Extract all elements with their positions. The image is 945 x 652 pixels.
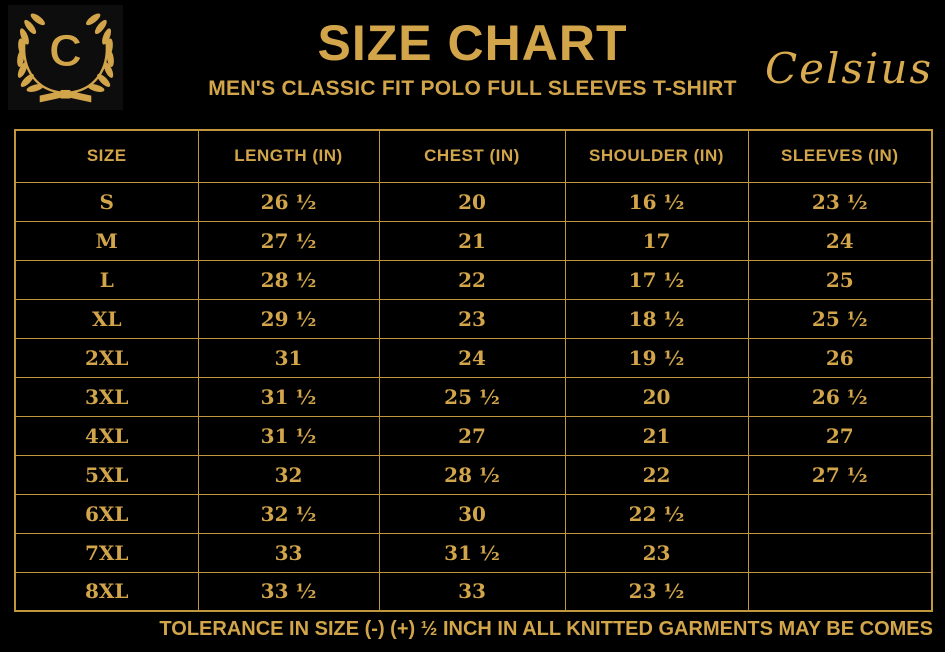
page-title: SIZE CHART — [317, 15, 628, 71]
table-row: L 28 ½ 22 17 ½ 25 — [14, 259, 933, 300]
measurement-cell: 26 ½ — [747, 376, 933, 417]
measurement-cell: 22 — [564, 454, 749, 495]
tolerance-note: TOLERANCE IN SIZE (-) (+) ½ INCH IN ALL … — [159, 618, 933, 640]
table-row: 6XL 32 ½ 30 22 ½ — [14, 493, 933, 534]
table-row: 5XL 32 28 ½ 22 27 ½ — [14, 454, 933, 495]
size-cell: 3XL — [14, 376, 199, 417]
size-cell: L — [14, 259, 199, 300]
column-header: SIZE — [14, 129, 199, 183]
measurement-cell: 27 ½ — [197, 220, 380, 261]
measurement-cell: 18 ½ — [564, 298, 749, 339]
measurement-cell: 17 ½ — [564, 259, 749, 300]
table-row: 7XL 33 31 ½ 23 — [14, 532, 933, 573]
measurement-cell: 27 — [378, 415, 566, 456]
table-row: M 27 ½ 21 17 24 — [14, 220, 933, 261]
measurement-cell: 27 ½ — [747, 454, 933, 495]
logo-letter: C — [49, 25, 82, 76]
column-header: CHEST (IN) — [378, 129, 566, 183]
measurement-cell: 30 — [378, 493, 566, 534]
brand-logo: C — [8, 5, 123, 110]
measurement-cell: 23 ½ — [747, 181, 933, 222]
measurement-cell: 22 ½ — [564, 493, 749, 534]
size-cell: 2XL — [14, 337, 199, 378]
measurement-cell: 16 ½ — [564, 181, 749, 222]
measurement-cell: 31 ½ — [378, 532, 566, 573]
measurement-cell: 25 ½ — [747, 298, 933, 339]
measurement-cell — [747, 571, 933, 612]
table-row: XL 29 ½ 23 18 ½ 25 ½ — [14, 298, 933, 339]
measurement-cell: 20 — [564, 376, 749, 417]
measurement-cell: 28 ½ — [197, 259, 380, 300]
measurement-cell: 29 ½ — [197, 298, 380, 339]
table-header: SIZE LENGTH (IN) CHEST (IN) SHOULDER (IN) SL… — [14, 129, 933, 183]
size-cell: 4XL — [14, 415, 199, 456]
size-cell: 6XL — [14, 493, 199, 534]
table-row: 4XL 31 ½ 27 21 27 — [14, 415, 933, 456]
column-header: LENGTH (IN) — [197, 129, 380, 183]
table-row: 2XL 31 24 19 ½ 26 — [14, 337, 933, 378]
size-cell: 8XL — [14, 571, 199, 612]
measurement-cell: 31 ½ — [197, 415, 380, 456]
table-header-row: SIZE LENGTH (IN) CHEST (IN) SHOULDER (IN) SL… — [14, 129, 933, 183]
size-cell: 5XL — [14, 454, 199, 495]
column-header: SHOULDER (IN) — [564, 129, 749, 183]
measurement-cell: 25 — [747, 259, 933, 300]
measurement-cell: 28 ½ — [378, 454, 566, 495]
measurement-cell: 27 — [747, 415, 933, 456]
table-row: 8XL 33 ½ 33 23 ½ — [14, 571, 933, 612]
table-row: 3XL 31 ½ 25 ½ 20 26 ½ — [14, 376, 933, 417]
measurement-cell: 32 — [197, 454, 380, 495]
measurement-cell: 33 ½ — [197, 571, 380, 612]
size-cell: S — [14, 181, 199, 222]
measurement-cell: 24 — [378, 337, 566, 378]
laurel-wreath-icon: C — [17, 13, 114, 103]
measurement-cell — [747, 532, 933, 573]
size-cell: M — [14, 220, 199, 261]
page-subtitle: MEN'S CLASSIC FIT POLO FULL SLEEVES T-SH… — [208, 77, 737, 100]
measurement-cell: 24 — [747, 220, 933, 261]
measurement-cell: 31 — [197, 337, 380, 378]
measurement-cell: 23 — [564, 532, 749, 573]
table-row: S 26 ½ 20 16 ½ 23 ½ — [14, 181, 933, 222]
measurement-cell — [747, 493, 933, 534]
measurement-cell: 21 — [378, 220, 566, 261]
size-chart-table: SIZE LENGTH (IN) CHEST (IN) SHOULDER (IN) SL… — [14, 129, 933, 612]
column-header: SLEEVES (IN) — [747, 129, 933, 183]
brand-wordmark: Celsius — [764, 44, 933, 93]
size-cell: 7XL — [14, 532, 199, 573]
measurement-cell: 21 — [564, 415, 749, 456]
measurement-cell: 23 — [378, 298, 566, 339]
measurement-cell: 26 — [747, 337, 933, 378]
measurement-cell: 20 — [378, 181, 566, 222]
measurement-cell: 33 — [378, 571, 566, 612]
measurement-cell: 25 ½ — [378, 376, 566, 417]
size-cell: XL — [14, 298, 199, 339]
measurement-cell: 32 ½ — [197, 493, 380, 534]
measurement-cell: 19 ½ — [564, 337, 749, 378]
measurement-cell: 31 ½ — [197, 376, 380, 417]
measurement-cell: 26 ½ — [197, 181, 380, 222]
measurement-cell: 17 — [564, 220, 749, 261]
measurement-cell: 33 — [197, 532, 380, 573]
table-body: S 26 ½ 20 16 ½ 23 ½ M 27 ½ 21 17 24 L 28 ½ 22 17 ½ 25 X… — [14, 181, 933, 612]
measurement-cell: 23 ½ — [564, 571, 749, 612]
measurement-cell: 22 — [378, 259, 566, 300]
